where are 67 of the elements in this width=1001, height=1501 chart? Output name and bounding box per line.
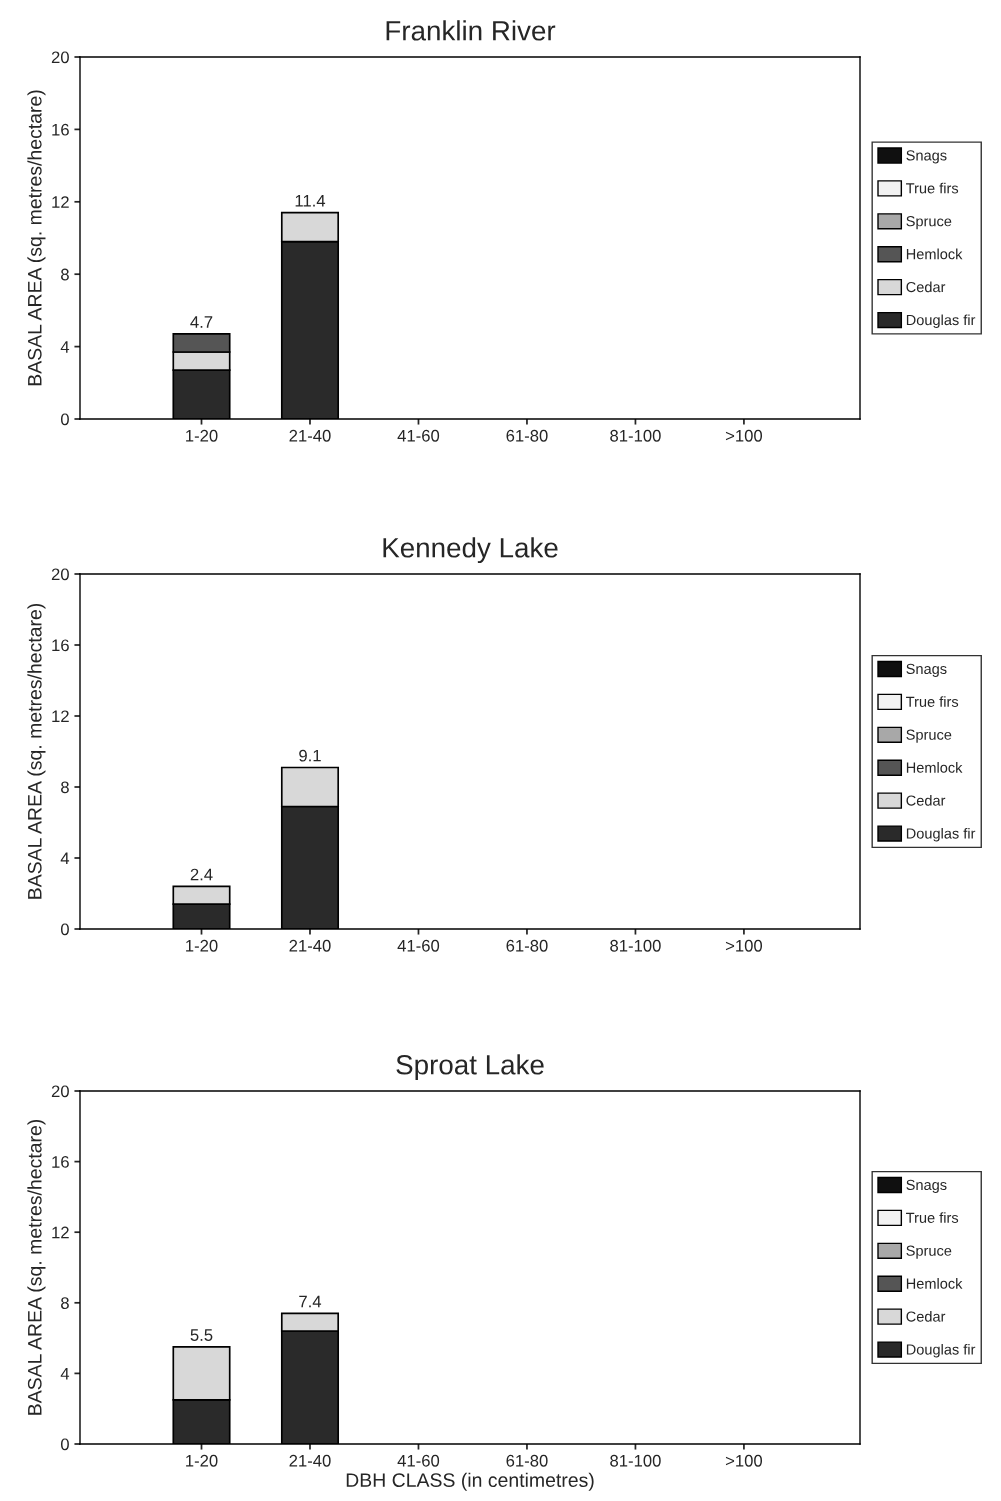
total-label: 2.4 [190, 868, 213, 881]
total-label: 5.5 [190, 1329, 213, 1341]
y-tick-label: 0 [60, 413, 69, 426]
x-tick-label: 81-100 [610, 429, 661, 442]
legend-label: Cedar [906, 1311, 946, 1322]
y-axis-title: BASAL AREA (sq. metres/hectare) [27, 90, 46, 386]
y-axis-title: BASAL AREA (sq. metres/hectare) [27, 1119, 46, 1415]
y-tick-label: 12 [52, 710, 69, 723]
x-tick-label: 81-100 [610, 939, 661, 952]
y-tick-label: 8 [61, 268, 69, 281]
legend-label: Hemlock [906, 1278, 963, 1289]
legend-label: Spruce [906, 1245, 952, 1259]
x-tick-label: >100 [725, 1454, 763, 1467]
legend-label: Cedar [906, 795, 946, 806]
y-tick-label: 8 [61, 781, 69, 794]
y-tick-label: 20 [51, 1085, 69, 1098]
y-tick-label: 4 [60, 1367, 70, 1380]
y-tick-label: 4 [60, 341, 70, 353]
y-tick-label: 8 [61, 1297, 69, 1309]
x-tick-label: 1-20 [186, 429, 218, 442]
y-tick-label: 20 [51, 568, 69, 581]
legend-label: Douglas fir [906, 827, 976, 842]
legend-label: Snags [906, 1179, 947, 1193]
y-tick-label: 0 [60, 1438, 69, 1451]
x-tick-label: 81-100 [610, 1454, 661, 1467]
x-tick-label: 21-40 [289, 1454, 331, 1467]
x-tick-label: 61-80 [506, 429, 548, 442]
x-tick-label: 21-40 [289, 939, 331, 952]
x-tick-label: 41-60 [397, 939, 440, 952]
y-axis-title: BASAL AREA (sq. metres/hectare) [27, 603, 46, 899]
total-label: 7.4 [299, 1295, 322, 1308]
chart-title: Sproat Lake [396, 1054, 544, 1081]
legend-label: Cedar [906, 281, 946, 293]
y-tick-label: 16 [52, 639, 69, 652]
legend-label: Douglas fir [906, 314, 976, 329]
chart-title: Kennedy Lake [383, 537, 558, 564]
total-label: 4.7 [190, 316, 213, 328]
chart-title: Franklin River [386, 20, 556, 41]
legend-label: Douglas fir [906, 1343, 976, 1358]
x-axis-title: DBH CLASS (in centimetres) [346, 1472, 594, 1491]
x-tick-label: 41-60 [397, 1454, 440, 1467]
x-tick-label: 1-20 [186, 1454, 218, 1467]
legend-label: Snags [906, 663, 947, 677]
legend-label: Snags [906, 150, 947, 164]
legend-label: True firs [906, 182, 959, 194]
y-tick-label: 16 [52, 1156, 69, 1168]
legend-label: Spruce [906, 216, 952, 230]
total-label: 9.1 [299, 749, 321, 762]
legend-label: Hemlock [906, 762, 963, 773]
x-tick-label: >100 [725, 429, 763, 442]
total-label: 11.4 [295, 195, 326, 207]
y-tick-label: 20 [51, 51, 69, 64]
x-tick-label: 41-60 [397, 429, 440, 442]
legend-label: Spruce [906, 729, 952, 743]
x-tick-label: 21-40 [289, 429, 331, 442]
y-tick-label: 12 [52, 1226, 69, 1239]
legend-label: Hemlock [906, 248, 963, 260]
y-tick-label: 4 [60, 852, 70, 865]
y-tick-label: 0 [60, 923, 69, 936]
legend-label: True firs [906, 1212, 959, 1223]
x-tick-label: 61-80 [506, 1454, 548, 1467]
x-tick-label: >100 [725, 939, 763, 952]
x-tick-label: 1-20 [186, 939, 218, 952]
legend-label: True firs [906, 696, 959, 707]
x-tick-label: 61-80 [506, 939, 548, 952]
y-tick-label: 16 [52, 123, 69, 136]
y-tick-label: 12 [52, 196, 69, 208]
